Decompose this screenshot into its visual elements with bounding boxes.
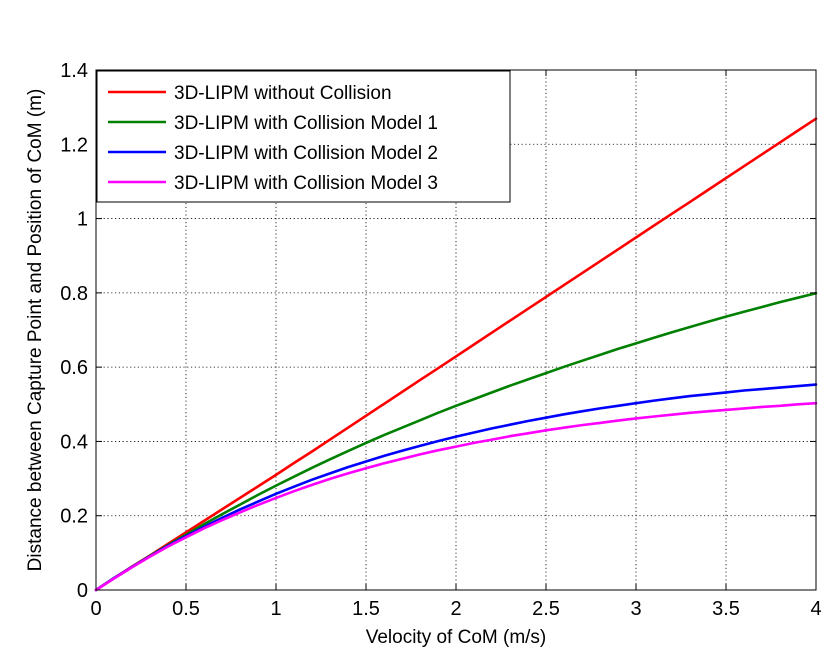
x-tick-label: 3.5: [712, 598, 740, 620]
legend-label-4: 3D-LIPM with Collision Model 3: [174, 173, 438, 194]
axis-ticks: 0 0.5 1 1.5 2 2.5 3 3.5 4 0 0.2 0.4 0.6 0.8 1 1.2 1.4: [60, 60, 821, 620]
y-tick-label: 0.2: [60, 506, 88, 528]
series-lines: [94, 117, 818, 592]
x-tick-label: 2.5: [532, 598, 560, 620]
x-tick-label: 0: [90, 598, 101, 620]
y-axis-label: Distance between Capture Point and Posit…: [25, 89, 46, 572]
series-line-4: [94, 401, 818, 592]
y-tick-label: 0.8: [60, 283, 88, 305]
x-tick-label: 4: [810, 598, 821, 620]
series-line-1: [94, 117, 818, 592]
y-tick-label: 0: [77, 580, 88, 602]
x-tick-label: 2: [450, 598, 461, 620]
y-tick-label: 1.4: [60, 60, 88, 82]
x-tick-label: 1: [270, 598, 281, 620]
x-tick-label: 1.5: [352, 598, 380, 620]
legend: 3D-LIPM without Collision 3D-LIPM with Co…: [96, 70, 511, 203]
y-tick-label: 1: [77, 209, 88, 231]
x-tick-label: 0.5: [172, 598, 200, 620]
legend-label-3: 3D-LIPM with Collision Model 2: [174, 143, 438, 164]
series-line-2: [94, 291, 818, 592]
legend-label-1: 3D-LIPM without Collision: [174, 83, 392, 104]
y-tick-label: 0.4: [60, 431, 88, 453]
x-tick-label: 3: [630, 598, 641, 620]
grid: [96, 70, 816, 590]
series-line-3: [94, 383, 818, 592]
y-tick-label: 1.2: [60, 134, 88, 156]
legend-label-2: 3D-LIPM with Collision Model 1: [174, 113, 438, 134]
y-tick-label: 0.6: [60, 357, 88, 379]
x-axis-label: Velocity of CoM (m/s): [366, 627, 547, 648]
